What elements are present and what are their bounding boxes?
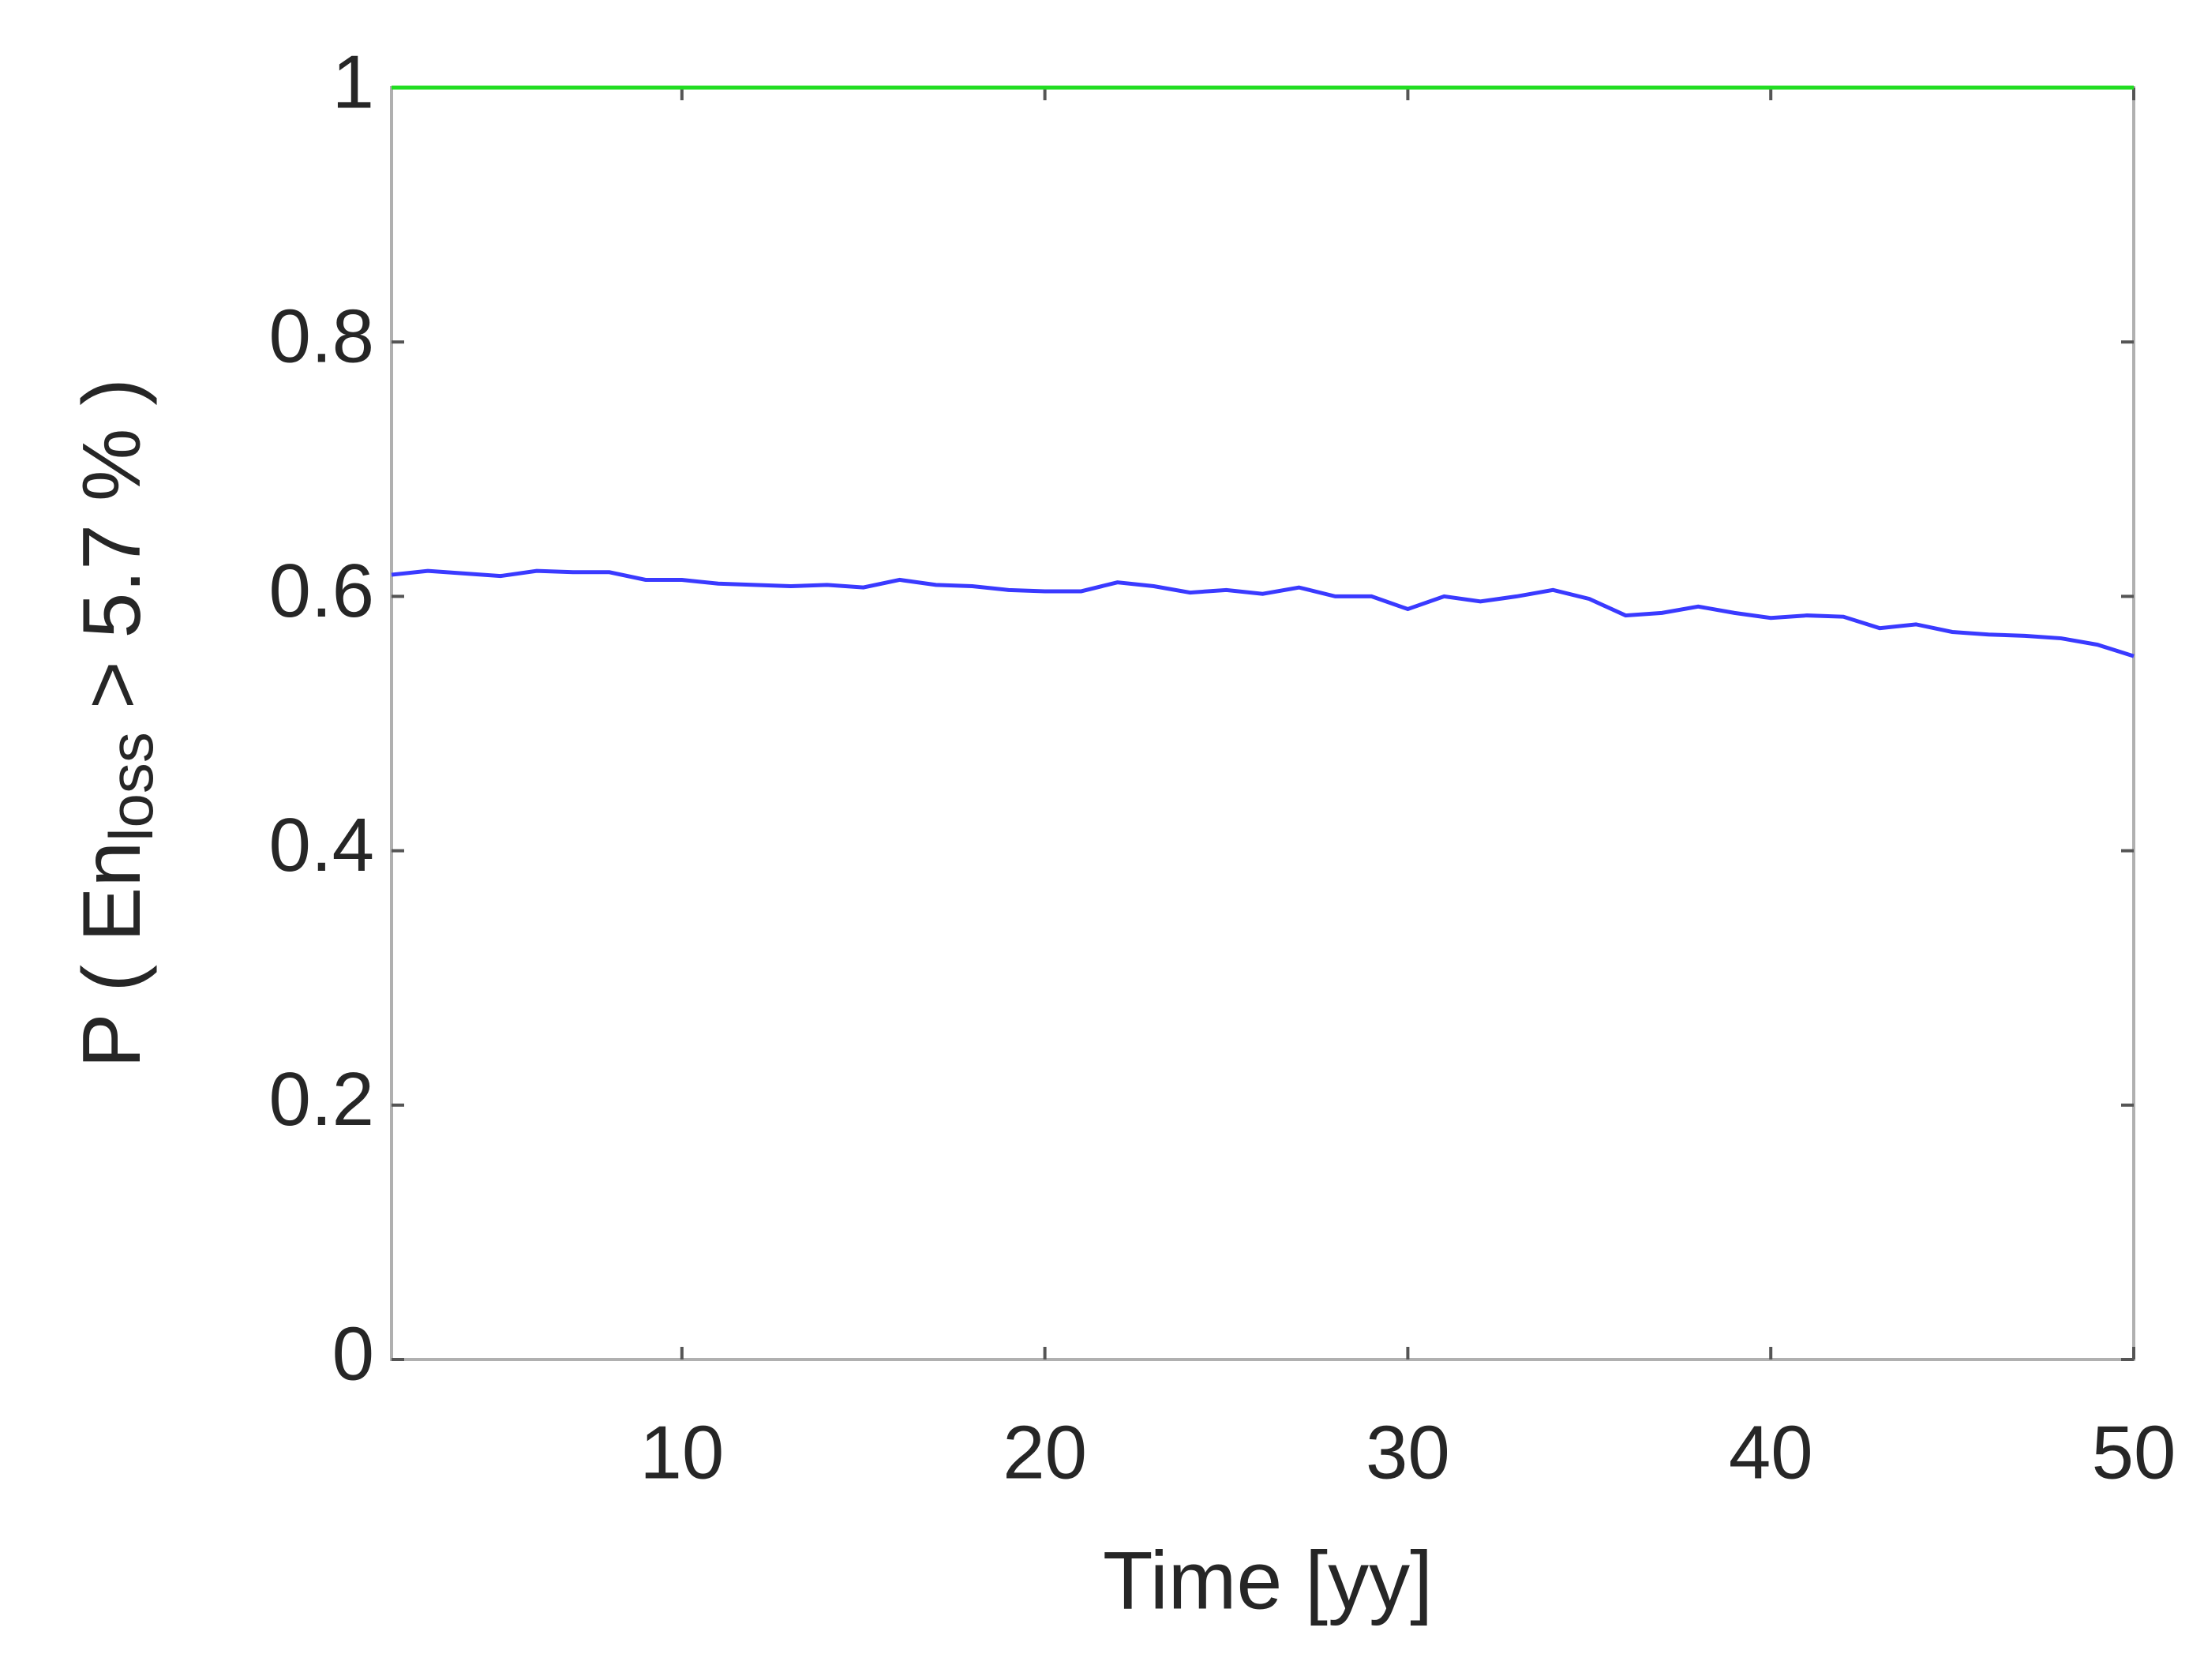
x-tick-label: 30 [1366, 1410, 1450, 1494]
x-tick-label: 20 [1003, 1410, 1087, 1494]
y-label-main: P ( En [66, 842, 158, 1068]
y-axis-label: P ( Enloss > 5.7 % ) [66, 378, 165, 1068]
y-tick-label: 0.2 [269, 1057, 374, 1142]
y-tick-label: 0.8 [269, 294, 374, 379]
y-label-rest: > 5.7 % ) [66, 378, 158, 732]
y-tick-label: 1 [332, 39, 374, 124]
y-tick-label: 0.6 [269, 549, 374, 633]
x-tick-label: 40 [1729, 1410, 1813, 1494]
x-tick-label: 50 [2092, 1410, 2176, 1494]
y-tick-label: 0.4 [269, 803, 374, 887]
y-label-subscript: loss [96, 732, 166, 842]
series-line [391, 568, 2135, 658]
y-tick-label: 0 [332, 1311, 374, 1396]
x-tick-label: 10 [639, 1410, 724, 1494]
plot-area [390, 86, 2135, 1361]
x-axis-label: Time [yy] [1103, 1535, 1433, 1626]
